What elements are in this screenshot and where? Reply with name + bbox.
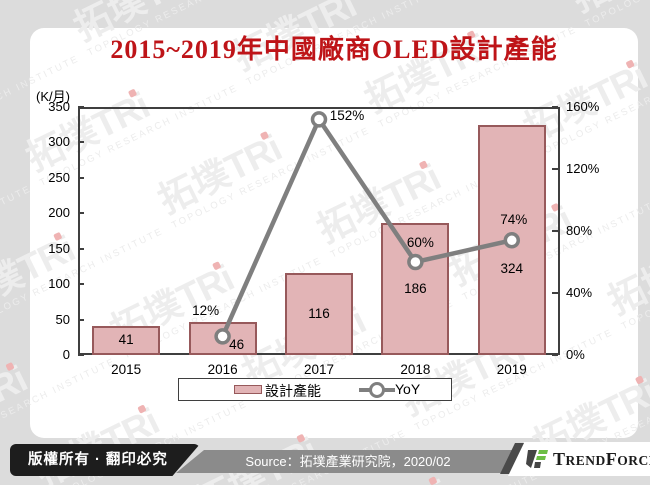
right-axis-tick-label: 160%	[566, 99, 600, 114]
right-axis-tick-label: 120%	[566, 161, 600, 176]
right-axis-tick	[552, 168, 558, 170]
left-axis-tick	[78, 141, 84, 144]
left-axis-tick	[78, 106, 84, 108]
left-axis-tick	[78, 247, 84, 250]
yoy-value-label: 12%	[192, 303, 220, 319]
left-axis-tick	[78, 283, 84, 286]
chart-title: 2015~2019年中國廠商OLED設計產能	[110, 35, 558, 64]
bar-value-label: 186	[404, 281, 427, 297]
right-axis-tick	[552, 292, 558, 294]
trendforce-logo: TRENDFORCE	[526, 448, 650, 470]
left-axis-tick-label: 150	[48, 240, 70, 256]
left-axis-tick-label: 350	[48, 99, 70, 114]
x-axis-label-2018: 2018	[400, 362, 431, 377]
right-axis-tick	[552, 230, 558, 232]
legend-label-capacity: 設計產能	[265, 383, 321, 399]
footer-source-bar: Source：拓墣產業研究院，2020/02	[176, 450, 520, 473]
left-axis-tick	[78, 176, 84, 179]
left-axis-tick-label: 200	[48, 205, 70, 221]
yoy-value-label: 74%	[500, 212, 528, 228]
left-axis-unit-label: (K/月)	[36, 89, 70, 104]
bar-2015	[92, 325, 161, 355]
legend-line-marker	[369, 382, 385, 398]
left-axis-tick	[78, 354, 84, 356]
yoy-value-label: 152%	[329, 108, 365, 124]
right-axis-tick-label: 0%	[566, 347, 585, 362]
trendforce-logo-icon	[526, 450, 548, 468]
right-axis-tick	[552, 106, 558, 108]
x-axis-label-2019: 2019	[496, 362, 527, 377]
legend-bar-swatch	[234, 385, 262, 394]
footer-copyright-bar: 版權所有 · 翻印必究	[10, 444, 200, 476]
right-axis-tick-label: 40%	[566, 285, 593, 300]
legend-label-yoy: YoY	[395, 381, 421, 397]
bar-2019	[477, 125, 546, 355]
legend: 設計產能 YoY	[178, 378, 452, 401]
bar-value-label: 41	[118, 332, 134, 348]
left-axis-tick	[78, 318, 84, 321]
left-axis-tick-label: 250	[48, 169, 70, 185]
bar-value-label: 46	[229, 336, 245, 352]
right-axis-tick-label: 80%	[566, 223, 593, 238]
x-axis-label-2016: 2016	[207, 362, 238, 377]
trendforce-logo-text: TRENDFORCE	[553, 448, 650, 469]
left-axis-tick	[78, 212, 84, 215]
left-axis-tick-label: 50	[55, 311, 70, 327]
left-axis-tick-label: 0	[62, 347, 70, 362]
yoy-value-label: 60%	[406, 235, 434, 250]
x-axis-label-2017: 2017	[303, 362, 335, 377]
bar-value-label: 116	[308, 305, 330, 321]
right-axis-tick	[552, 354, 558, 356]
x-axis-label-2015: 2015	[111, 362, 142, 377]
bar-value-label: 324	[500, 261, 524, 277]
left-axis-tick-label: 300	[48, 134, 70, 150]
left-axis-tick-label: 100	[48, 276, 70, 292]
